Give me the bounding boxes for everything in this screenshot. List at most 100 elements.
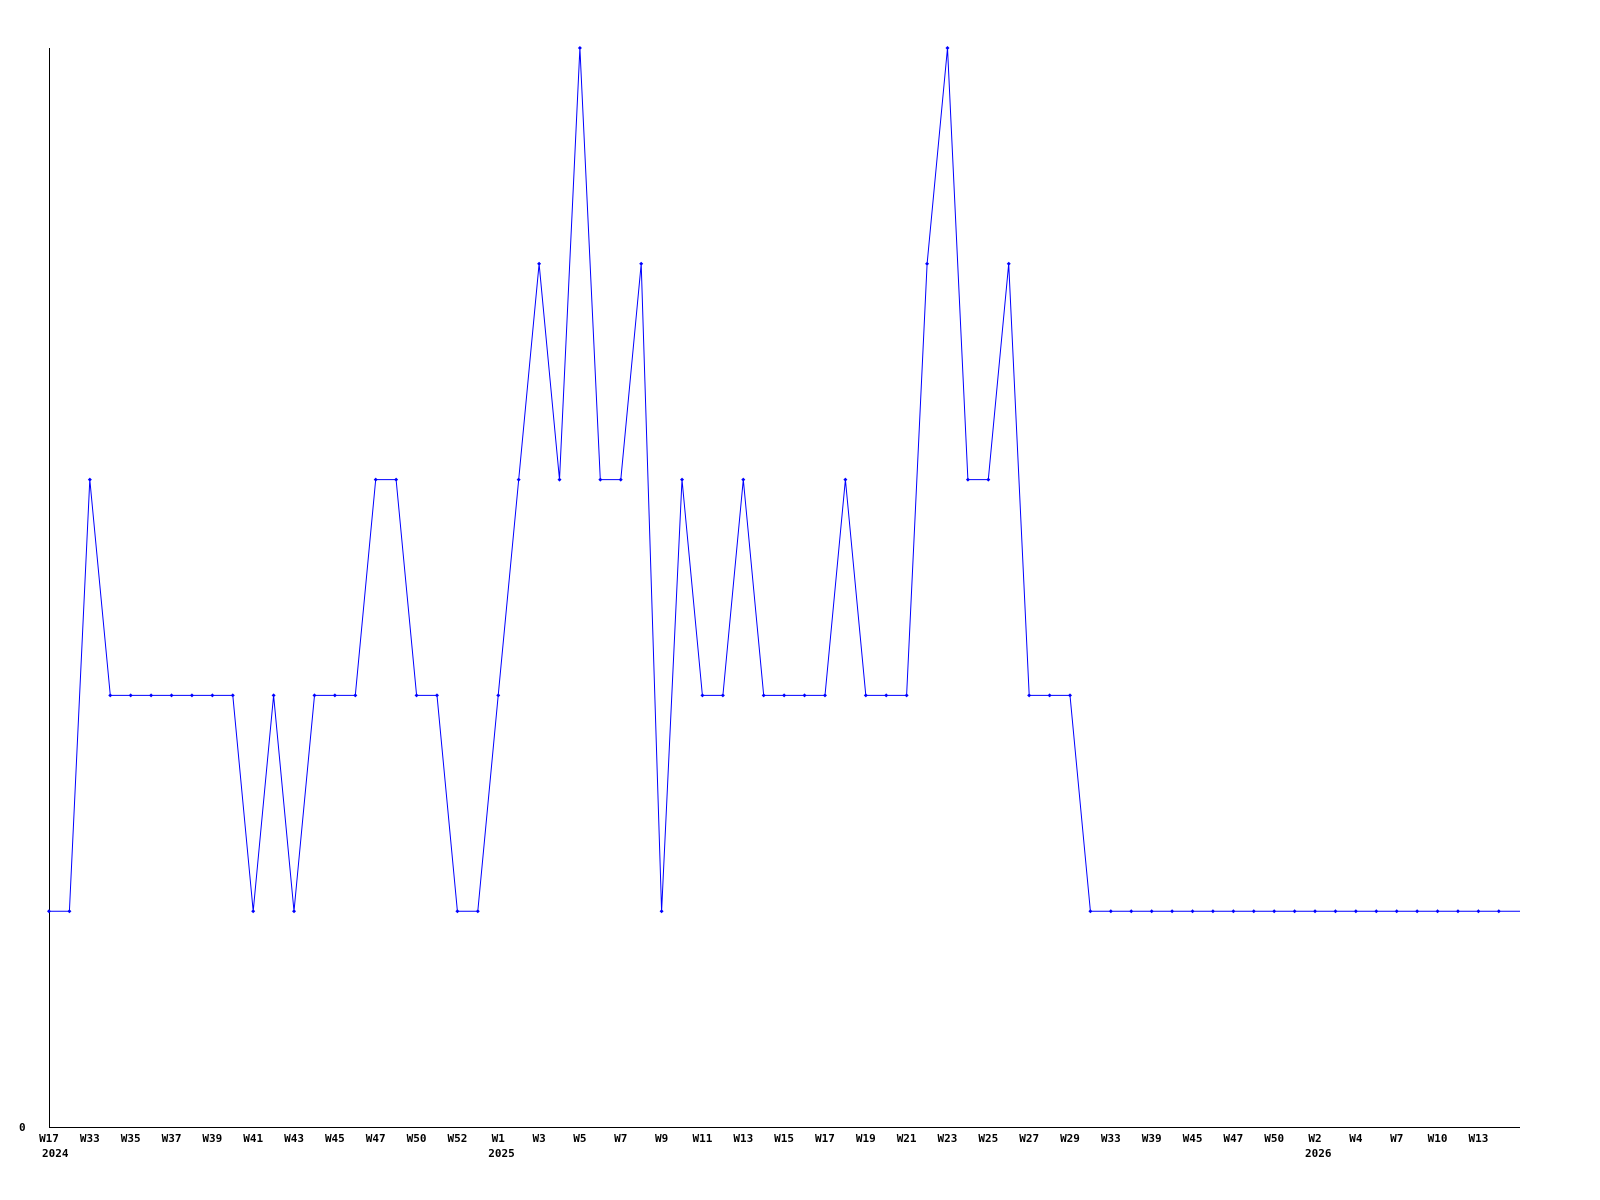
series-line xyxy=(49,47,1520,912)
x-tick-label: W3 xyxy=(532,1132,545,1145)
data-point xyxy=(945,46,950,50)
data-point xyxy=(87,477,92,482)
x-tick-label: W33 xyxy=(1101,1132,1121,1145)
data-point xyxy=(618,477,623,482)
year-label: 2025 xyxy=(488,1147,515,1160)
x-tick-label: W7 xyxy=(614,1132,627,1145)
data-point xyxy=(169,693,174,698)
data-point xyxy=(108,693,113,698)
data-point xyxy=(1374,909,1379,914)
data-point xyxy=(455,909,460,914)
data-point xyxy=(292,909,297,914)
x-tick-label: W19 xyxy=(856,1132,876,1145)
data-point xyxy=(312,693,317,698)
x-tick-label: W10 xyxy=(1428,1132,1448,1145)
data-point xyxy=(1108,909,1113,914)
data-point xyxy=(1088,909,1093,914)
data-point xyxy=(1415,909,1420,914)
data-point xyxy=(884,693,889,698)
x-tick-label: W15 xyxy=(774,1132,794,1145)
data-point xyxy=(537,261,542,266)
x-tick-label: W33 xyxy=(80,1132,100,1145)
data-point xyxy=(271,693,276,698)
x-tick-label: W29 xyxy=(1060,1132,1080,1145)
data-point xyxy=(843,477,848,482)
data-point xyxy=(986,477,991,482)
x-tick-label: W41 xyxy=(243,1132,263,1145)
data-point xyxy=(251,909,256,914)
x-tick-label: W17 xyxy=(815,1132,835,1145)
x-tick-label: W2 xyxy=(1308,1132,1321,1145)
data-point xyxy=(1251,909,1256,914)
data-point xyxy=(639,261,644,266)
x-tick-label: W9 xyxy=(655,1132,668,1145)
data-point xyxy=(598,477,603,482)
data-point xyxy=(394,477,399,482)
data-point xyxy=(659,909,664,914)
data-point xyxy=(414,693,419,698)
x-tick-label: W50 xyxy=(1264,1132,1284,1145)
data-point xyxy=(1476,909,1481,914)
data-point xyxy=(1394,909,1399,914)
x-tick-label: W39 xyxy=(202,1132,222,1145)
x-tick-label: W52 xyxy=(447,1132,467,1145)
x-tick-label: W35 xyxy=(121,1132,141,1145)
data-point xyxy=(720,693,725,698)
data-point xyxy=(332,693,337,698)
year-label: 2024 xyxy=(42,1147,69,1160)
data-point xyxy=(1149,909,1154,914)
x-tick-label: W47 xyxy=(366,1132,386,1145)
data-point xyxy=(434,693,439,698)
x-tick-label: W1 xyxy=(492,1132,506,1145)
data-point xyxy=(189,693,194,698)
data-point xyxy=(1129,909,1134,914)
x-tick-label: W7 xyxy=(1390,1132,1403,1145)
data-point xyxy=(761,693,766,698)
data-point xyxy=(353,693,358,698)
data-point xyxy=(741,477,746,482)
data-point xyxy=(1190,909,1195,914)
data-point xyxy=(149,693,154,698)
data-point xyxy=(557,477,562,482)
data-point xyxy=(577,46,582,50)
x-tick-label: W17 xyxy=(39,1132,59,1145)
data-point xyxy=(67,909,72,914)
data-point xyxy=(1006,261,1011,266)
data-point xyxy=(1210,909,1215,914)
y-tick-label-0: 0 xyxy=(19,1121,26,1134)
data-point xyxy=(1313,909,1318,914)
data-point xyxy=(1292,909,1297,914)
data-point xyxy=(1047,693,1052,698)
data-point xyxy=(680,477,685,482)
x-tick-label: W23 xyxy=(938,1132,958,1145)
data-point xyxy=(210,693,215,698)
year-label: 2026 xyxy=(1305,1147,1332,1160)
data-point xyxy=(965,477,970,482)
data-point xyxy=(904,693,909,698)
data-point xyxy=(1027,693,1032,698)
x-tick-label: W45 xyxy=(1183,1132,1203,1145)
x-tick-label: W27 xyxy=(1019,1132,1039,1145)
data-point xyxy=(230,693,235,698)
x-tick-label: W25 xyxy=(978,1132,998,1145)
x-tick-label: W47 xyxy=(1223,1132,1243,1145)
data-point xyxy=(1435,909,1440,914)
data-point xyxy=(1333,909,1338,914)
data-point xyxy=(1068,693,1072,698)
data-point xyxy=(700,693,705,698)
x-tick-label: W13 xyxy=(733,1132,753,1145)
x-tick-label: W43 xyxy=(284,1132,304,1145)
data-point xyxy=(496,693,501,698)
data-point xyxy=(1496,909,1501,914)
data-point xyxy=(1353,909,1358,914)
data-point xyxy=(373,477,378,482)
data-point xyxy=(863,693,868,698)
data-point xyxy=(802,693,807,698)
x-tick-label: W5 xyxy=(573,1132,586,1145)
data-point xyxy=(1231,909,1236,914)
x-tick-label: W45 xyxy=(325,1132,345,1145)
data-point xyxy=(1455,909,1460,914)
x-tick-label: W50 xyxy=(407,1132,427,1145)
data-point xyxy=(782,693,787,698)
